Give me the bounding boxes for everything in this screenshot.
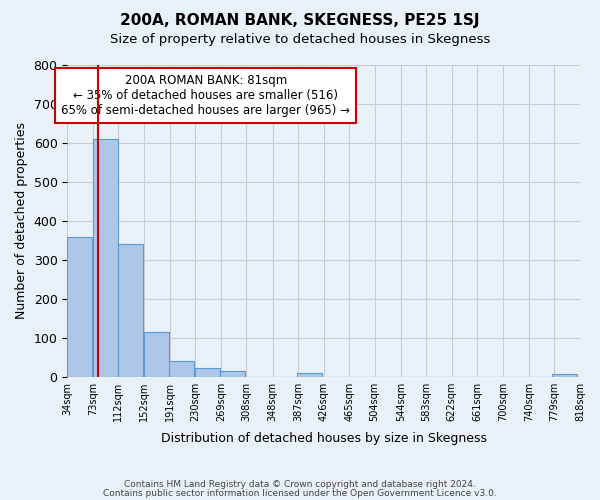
Text: Contains HM Land Registry data © Crown copyright and database right 2024.: Contains HM Land Registry data © Crown c…	[124, 480, 476, 489]
Bar	[169, 361, 194, 376]
Bar	[67, 237, 92, 376]
Text: Contains public sector information licensed under the Open Government Licence v3: Contains public sector information licen…	[103, 489, 497, 498]
X-axis label: Distribution of detached houses by size in Skegness: Distribution of detached houses by size …	[161, 432, 487, 445]
Bar	[144, 332, 169, 376]
Text: Size of property relative to detached houses in Skegness: Size of property relative to detached ho…	[110, 32, 490, 46]
Bar	[118, 244, 143, 376]
Y-axis label: Number of detached properties: Number of detached properties	[15, 122, 28, 320]
Text: 200A, ROMAN BANK, SKEGNESS, PE25 1SJ: 200A, ROMAN BANK, SKEGNESS, PE25 1SJ	[120, 12, 480, 28]
Bar	[93, 139, 118, 376]
Text: 200A ROMAN BANK: 81sqm
← 35% of detached houses are smaller (516)
65% of semi-de: 200A ROMAN BANK: 81sqm ← 35% of detached…	[61, 74, 350, 118]
Bar	[552, 374, 577, 376]
Bar	[220, 371, 245, 376]
Bar	[195, 368, 220, 376]
Bar	[297, 373, 322, 376]
